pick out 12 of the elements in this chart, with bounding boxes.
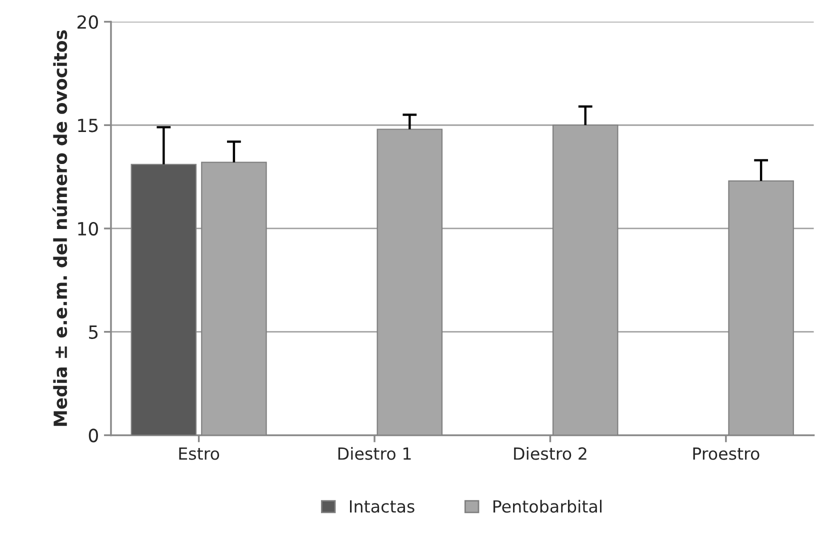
x-tick-label: Diestro 2 [514, 447, 586, 460]
y-tick-label: 0 [88, 428, 98, 442]
y-tick-label: 10 [78, 222, 98, 236]
legend-label: Intactas [350, 500, 414, 513]
x-tick-label: Proestro [693, 448, 760, 460]
legend-label: Pentobarbital [493, 500, 602, 513]
y-tick-label: 5 [89, 326, 98, 339]
x-tick-label: Estro [179, 448, 220, 460]
y-tick-label: 20 [78, 15, 98, 29]
y-tick-label: 15 [78, 118, 98, 132]
x-tick-label: Diestro 1 [338, 447, 411, 460]
y-axis-title: Media ± e.e.m. del número de ovocitos [52, 30, 68, 426]
